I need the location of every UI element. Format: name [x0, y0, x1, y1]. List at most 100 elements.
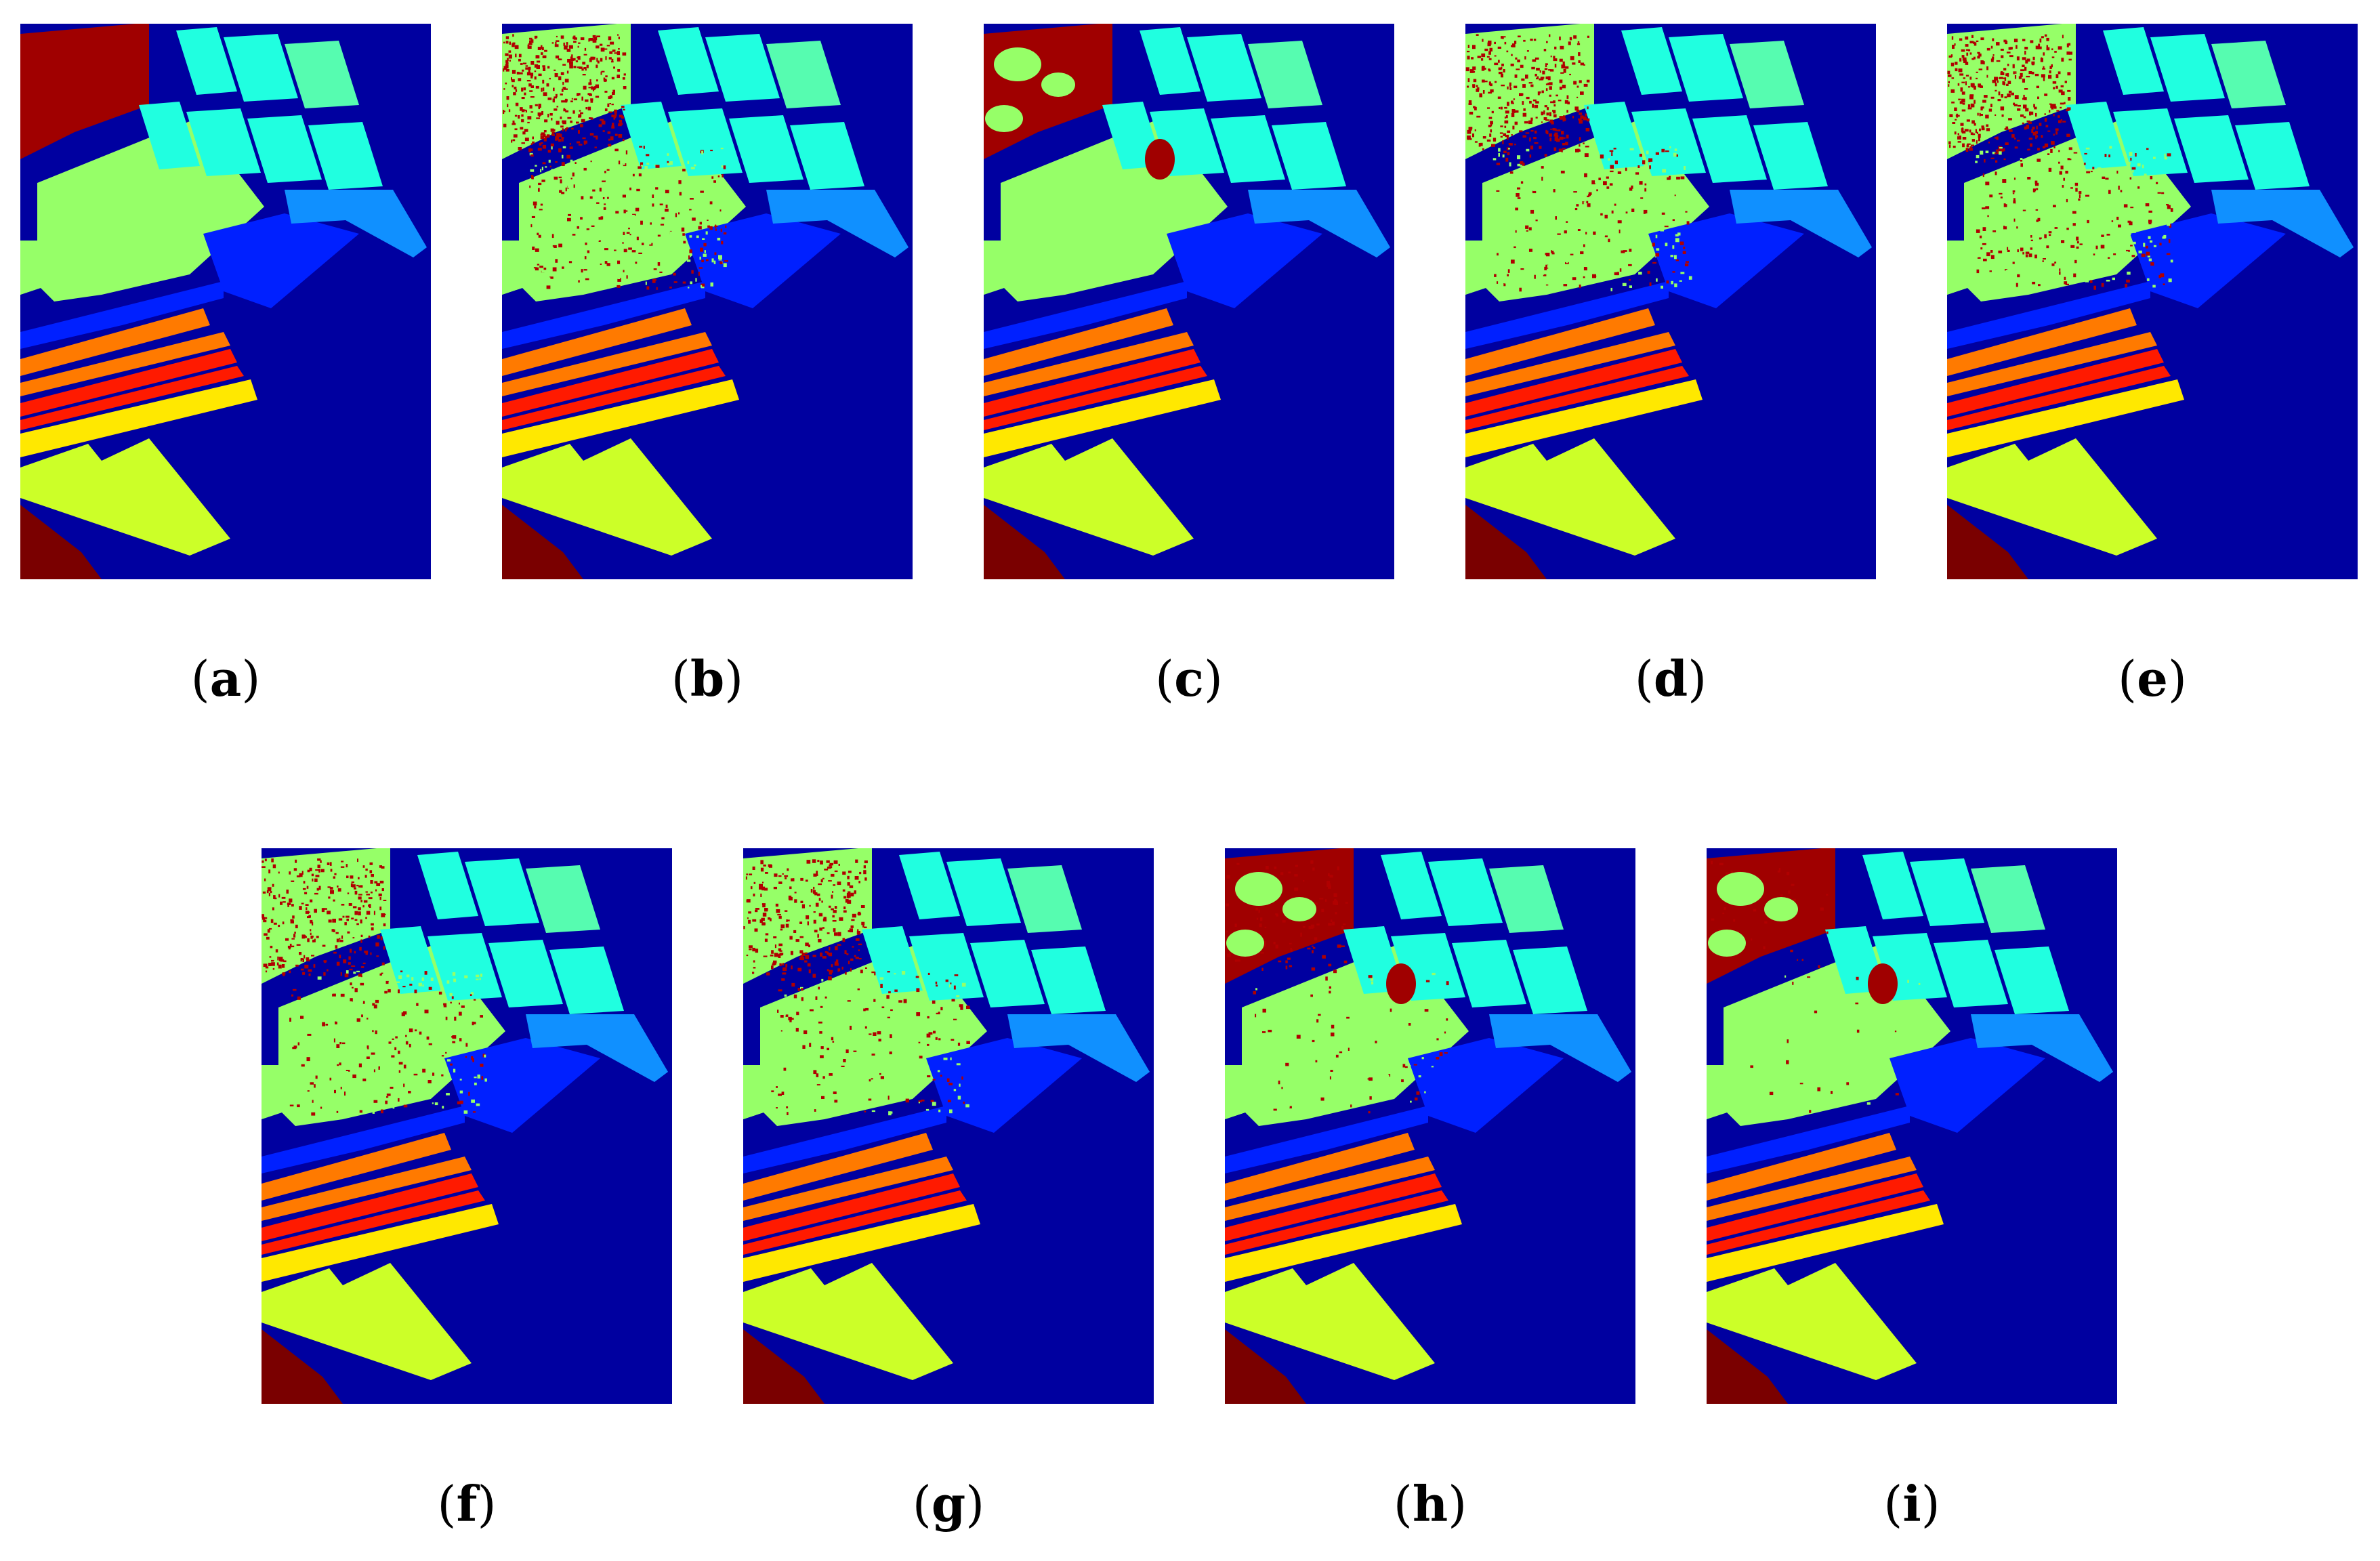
noise-pixel — [274, 897, 277, 900]
noise-pixel — [721, 241, 724, 245]
noise-pixel — [1953, 146, 1956, 148]
noise-pixel — [956, 995, 960, 998]
noise-pixel — [2109, 246, 2114, 250]
noise-pixel — [1505, 110, 1509, 114]
noise-pixel — [540, 133, 543, 136]
noise-pixel — [696, 235, 699, 238]
noise-pixel — [528, 83, 532, 87]
noise-pixel — [1474, 141, 1478, 143]
noise-pixel — [2006, 51, 2011, 54]
noise-pixel — [528, 43, 533, 45]
noise-pixel — [337, 888, 341, 892]
misclassification-noise — [1711, 860, 1921, 1113]
noise-pixel — [596, 202, 600, 204]
noise-pixel — [1513, 85, 1518, 89]
noise-pixel — [2041, 135, 2043, 138]
noise-pixel — [566, 154, 570, 159]
noise-pixel — [1482, 148, 1484, 150]
noise-pixel — [2118, 242, 2121, 244]
noise-pixel — [590, 161, 592, 163]
noise-pixel — [1629, 249, 1632, 252]
map-svg — [1707, 848, 2117, 1404]
noise-pixel — [1578, 52, 1581, 56]
noise-pixel — [484, 1054, 486, 1058]
noise-pixel — [532, 246, 535, 250]
noise-pixel — [1481, 53, 1486, 58]
noise-pixel — [1583, 64, 1585, 66]
noise-pixel — [2022, 79, 2025, 83]
noise-pixel — [1558, 249, 1562, 252]
noise-pixel — [358, 885, 360, 888]
noise-pixel — [752, 867, 755, 870]
region-cyan-field — [668, 108, 743, 176]
noise-pixel — [611, 234, 614, 237]
region-sky-field — [766, 190, 909, 257]
noise-pixel — [1511, 113, 1515, 117]
noise-pixel — [369, 870, 373, 873]
noise-pixel — [617, 278, 621, 282]
noise-pixel — [333, 1038, 335, 1043]
noise-pixel — [935, 981, 938, 984]
noise-pixel — [821, 978, 824, 982]
noise-pixel — [799, 950, 803, 954]
region-fallow-green — [984, 241, 1004, 295]
noise-pixel — [547, 279, 551, 283]
noise-pixel — [1502, 37, 1504, 39]
noise-pixel — [852, 1058, 856, 1062]
noise-pixel — [1282, 920, 1286, 923]
noise-pixel — [1603, 181, 1607, 186]
noise-pixel — [554, 176, 558, 180]
noise-pixel — [1648, 160, 1651, 163]
noise-pixel — [566, 282, 569, 286]
noise-pixel — [764, 888, 768, 891]
noise-pixel — [801, 1104, 803, 1106]
noise-pixel — [518, 54, 522, 58]
noise-pixel — [1523, 39, 1526, 42]
noise-pixel — [626, 232, 630, 234]
noise-pixel — [289, 898, 293, 902]
noise-pixel — [785, 1014, 789, 1017]
noise-pixel — [351, 881, 354, 883]
region-orange-strip — [743, 1157, 953, 1221]
noise-pixel — [771, 1013, 774, 1017]
noise-pixel — [810, 889, 813, 893]
noise-pixel — [381, 913, 385, 917]
noise-pixel — [831, 873, 835, 877]
noise-pixel — [2060, 258, 2064, 260]
noise-pixel — [1602, 234, 1605, 236]
noise-pixel — [1330, 1070, 1333, 1072]
noise-pixel — [2033, 104, 2035, 108]
noise-pixel — [301, 1098, 306, 1100]
noise-pixel — [902, 1074, 906, 1076]
noise-pixel — [1490, 123, 1492, 127]
noise-pixel — [746, 900, 749, 902]
noise-pixel — [780, 1030, 782, 1032]
noise-pixel — [1562, 118, 1566, 121]
noise-pixel — [1229, 952, 1231, 955]
noise-pixel — [605, 56, 607, 60]
noise-pixel — [2024, 50, 2026, 55]
noise-pixel — [262, 917, 266, 920]
noise-pixel — [1511, 102, 1514, 104]
noise-pixel — [1642, 160, 1646, 165]
noise-pixel — [1551, 250, 1554, 253]
noise-pixel — [2123, 204, 2128, 208]
misclassification-noise — [743, 859, 970, 1116]
noise-pixel — [2163, 283, 2165, 285]
noise-pixel — [1686, 261, 1689, 263]
noise-pixel — [679, 192, 682, 196]
noise-pixel — [1965, 49, 1969, 51]
noise-pixel — [1491, 144, 1495, 147]
noise-pixel — [1503, 69, 1505, 72]
noise-pixel — [413, 1045, 417, 1047]
noise-pixel — [832, 1031, 835, 1035]
noise-pixel — [799, 957, 803, 960]
noise-pixel — [1356, 1058, 1360, 1062]
noise-pixel — [2031, 61, 2035, 65]
region-blue-field — [1167, 213, 1322, 308]
noise-pixel — [1959, 136, 1961, 140]
noise-pixel — [301, 902, 304, 904]
noise-pixel — [1497, 253, 1499, 256]
noise-pixel — [560, 93, 563, 96]
noise-pixel — [774, 873, 778, 877]
